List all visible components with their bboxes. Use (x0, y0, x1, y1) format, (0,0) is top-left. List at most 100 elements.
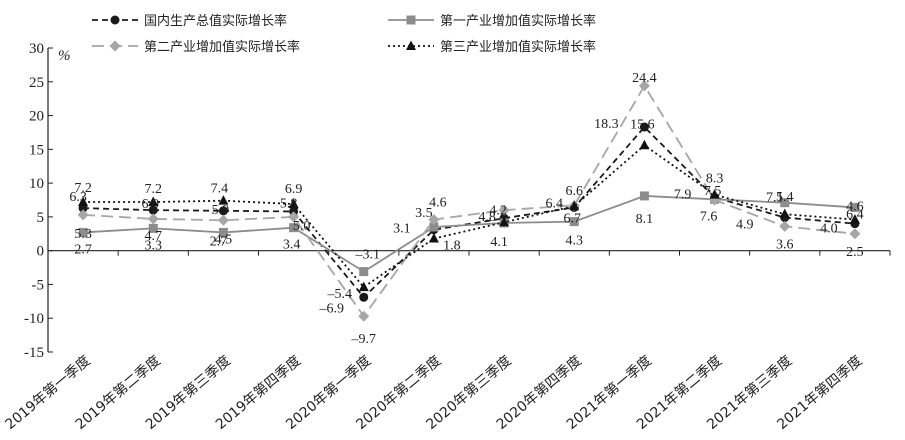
data-label: 4.1 (490, 235, 508, 250)
data-label: 3.3 (145, 238, 163, 253)
triangle-marker (406, 40, 416, 50)
square-marker (359, 267, 369, 277)
legend-item: 第二产业增加值实际增长率 (92, 39, 300, 55)
data-label: 7.6 (700, 209, 718, 224)
data-label: 4.7 (145, 229, 163, 244)
diamond-marker (498, 204, 510, 216)
circle-marker (359, 292, 369, 302)
legend-item: 第一产业增加值实际增长率 (388, 13, 596, 29)
series-line (83, 144, 855, 289)
square-marker (406, 15, 416, 25)
circle-marker (110, 15, 120, 25)
data-label: 5.3 (74, 227, 92, 242)
data-label: 5.0 (293, 219, 311, 234)
triangle-marker (709, 189, 720, 199)
series-line (83, 195, 855, 273)
square-marker (218, 227, 228, 237)
series-3 (77, 80, 861, 322)
data-label: 6.4 (546, 196, 564, 211)
data-label: 6.0 (142, 197, 160, 212)
triangle-marker (148, 196, 159, 207)
data-label: 7.2 (145, 182, 163, 197)
data-label: 7.2 (74, 181, 92, 196)
data-label: 2.5 (846, 245, 864, 260)
y-tick-label: -5 (32, 277, 45, 293)
square-marker (148, 223, 158, 233)
y-tick-label: 30 (29, 41, 44, 57)
data-label: 18.3 (594, 117, 619, 132)
square-marker (850, 202, 860, 212)
data-label: 7.9 (674, 187, 692, 202)
triangle-marker (779, 208, 790, 219)
data-label: 6.4 (846, 207, 864, 222)
circle-marker (148, 205, 158, 215)
data-label: 4.8 (478, 210, 496, 225)
diamond-marker (288, 211, 300, 223)
data-label: 8.3 (706, 172, 724, 187)
legend-label: 第二产业增加值实际增长率 (144, 39, 300, 55)
legend-label: 第一产业增加值实际增长率 (440, 13, 596, 29)
data-label: 1.8 (443, 239, 461, 254)
square-marker (780, 198, 790, 208)
data-label: 4.3 (566, 234, 584, 249)
data-label: 6.7 (564, 211, 582, 226)
legend-label: 国内生产总值实际增长率 (144, 13, 287, 29)
y-tick-label: 25 (29, 75, 44, 91)
data-label: 4.9 (736, 218, 754, 233)
square-marker (639, 191, 649, 201)
data-label: 4.5 (215, 232, 233, 247)
axes: -15-10-50510152025302019年第一季度2019年第二季度20… (2, 41, 891, 433)
diamond-marker (779, 220, 791, 232)
diamond-marker (638, 80, 650, 92)
series-4 (78, 139, 860, 292)
data-label: 4.2 (489, 203, 507, 218)
data-label: –9.7 (351, 332, 377, 347)
plot-area (77, 80, 861, 322)
diamond-marker (428, 214, 440, 226)
triangle-marker (428, 233, 439, 243)
data-label: –3.1 (355, 248, 381, 263)
triangle-marker (639, 139, 650, 150)
y-tick-label: -15 (24, 345, 44, 361)
y-axis-unit: % (58, 48, 71, 64)
y-tick-label: 5 (37, 210, 45, 226)
triangle-marker (849, 214, 860, 224)
data-label: 8.1 (636, 212, 654, 227)
triangle-marker (78, 196, 89, 207)
data-label: 2.7 (74, 242, 92, 257)
diamond-marker (217, 214, 229, 226)
series-line (83, 84, 856, 318)
square-marker (569, 217, 579, 227)
data-label: 7.4 (211, 182, 229, 197)
circle-marker (639, 122, 649, 132)
data-label: 6.9 (285, 182, 303, 197)
diamond-marker (147, 213, 159, 225)
diamond-marker (109, 40, 121, 52)
square-marker (289, 223, 299, 233)
triangle-marker (288, 198, 299, 209)
y-tick-label: -10 (24, 311, 44, 327)
data-label: 3.1 (393, 222, 411, 237)
data-label: 15.6 (630, 117, 655, 132)
series-2 (78, 191, 860, 277)
data-label: –6.9 (319, 301, 345, 316)
circle-marker (218, 206, 228, 216)
data-label: –5.4 (327, 287, 353, 302)
y-tick-label: 10 (29, 176, 44, 192)
data-label: 7.1 (766, 191, 784, 206)
data-label: 6.3 (69, 190, 87, 205)
triangle-marker (569, 200, 580, 211)
triangle-marker (499, 216, 510, 227)
legend-item: 第三产业增加值实际增长率 (388, 39, 596, 55)
data-label: 5.4 (776, 190, 794, 205)
legend-label: 第三产业增加值实际增长率 (440, 39, 596, 55)
data-label: 3.4 (283, 238, 301, 253)
data-label: 6.6 (566, 184, 584, 199)
triangle-marker (218, 195, 229, 205)
diamond-marker (77, 209, 89, 221)
data-label: 5.9 (212, 203, 230, 218)
data-label: 2.7 (210, 234, 228, 249)
triangle-marker (358, 281, 369, 292)
